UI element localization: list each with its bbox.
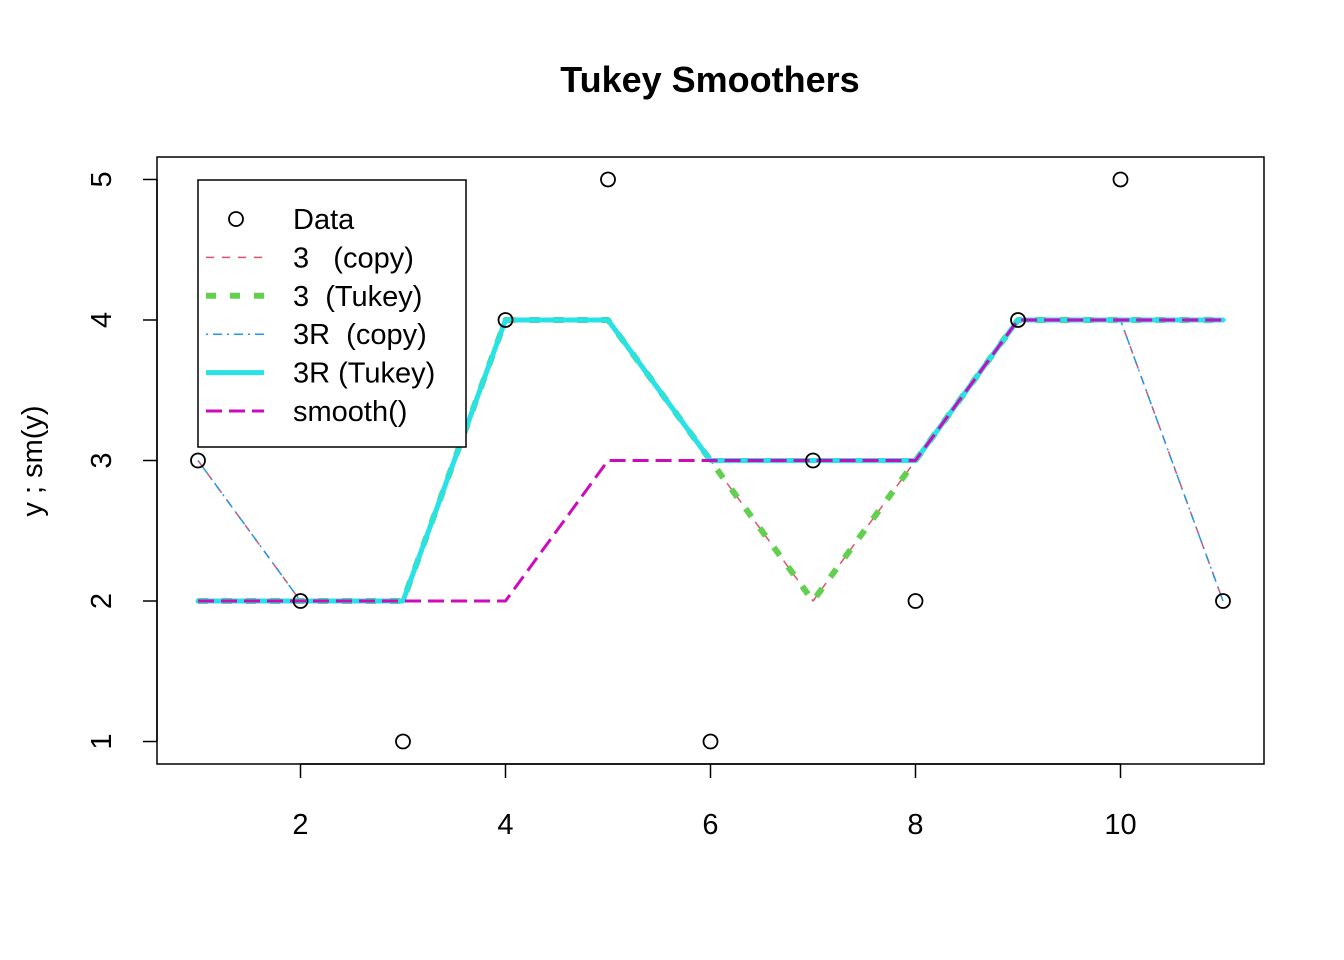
data-point — [600, 171, 616, 188]
legend-label: 3 (Tukey) — [293, 281, 422, 313]
legend: Data 3 (copy) 3 (Tukey) 3R (copy) 3R (Tukey)… — [197, 179, 467, 448]
x-tick-label: 10 — [1104, 809, 1136, 841]
legend-label: Data — [293, 204, 355, 236]
y-axis-label-group: y ; sm(y) — [17, 405, 49, 516]
y-tick-label: 1 — [86, 733, 118, 749]
data-point — [292, 593, 309, 609]
x-tick-label: 6 — [702, 809, 718, 841]
y-tick-label: 5 — [86, 171, 118, 187]
data-point — [190, 452, 206, 469]
legend-label: 3 (copy) — [293, 242, 414, 274]
data-point — [702, 733, 719, 750]
y-tick-label: 4 — [86, 312, 118, 328]
data-point — [805, 452, 821, 469]
y-axis-label: y ; sm(y) — [17, 405, 49, 516]
series-line-4 — [198, 318, 1223, 603]
legend-box — [197, 179, 467, 448]
data-point — [1010, 312, 1026, 328]
plot-points — [190, 171, 1231, 750]
data-point — [1215, 593, 1231, 609]
legend-label: smooth() — [293, 396, 407, 428]
legend-label: 3R (Tukey) — [293, 358, 435, 390]
data-point — [907, 593, 924, 609]
legend-key-data — [228, 211, 244, 227]
data-point — [1112, 171, 1129, 188]
x-tick-label: 8 — [907, 809, 923, 841]
x-tick-label: 2 — [292, 809, 308, 841]
data-point — [395, 733, 411, 750]
x-tick-label: 4 — [497, 809, 513, 841]
y-tick-label: 3 — [86, 452, 118, 468]
legend-label: 3R (copy) — [293, 319, 427, 351]
plot-series — [195, 317, 1226, 604]
x-axis: 2 4 6 8 10 — [292, 763, 1137, 841]
data-point — [497, 312, 514, 328]
y-axis: 1 2 3 4 5 — [86, 171, 158, 750]
chart-title: Tukey Smoothers — [560, 59, 859, 100]
y-tick-label: 2 — [86, 593, 118, 609]
